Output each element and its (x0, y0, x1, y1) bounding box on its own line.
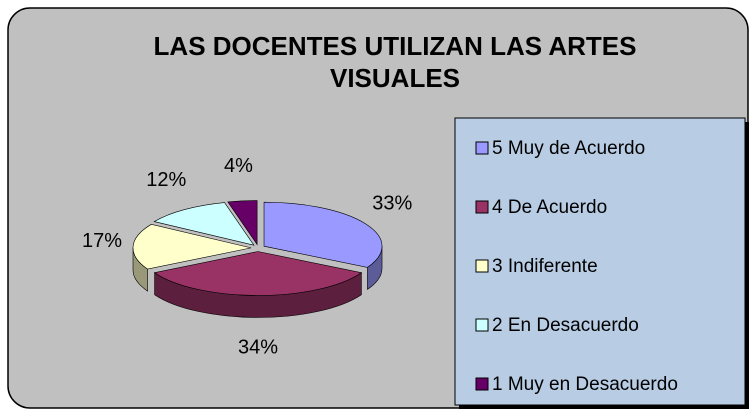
legend-label: 1 Muy en Desacuerdo (492, 374, 678, 395)
pie-slice (227, 200, 258, 246)
legend-label: 3 Indiferente (492, 256, 598, 277)
pie-slice (153, 202, 255, 246)
legend-label: 4 De Acuerdo (492, 197, 607, 218)
legend: 5 Muy de Acuerdo 4 De Acuerdo 3 Indiferent… (475, 138, 678, 395)
legend-label: 2 En Desacuerdo (492, 315, 639, 336)
legend-swatch (475, 200, 489, 214)
pie: 33% 34% 17% 12% 4% (82, 155, 412, 358)
legend-swatch (475, 259, 489, 273)
data-label: 17% (82, 230, 122, 252)
legend-label: 5 Muy de Acuerdo (492, 138, 645, 159)
data-label: 4% (224, 155, 253, 177)
data-label: 34% (238, 336, 278, 358)
legend-swatch (475, 141, 489, 155)
legend-box (454, 117, 746, 406)
legend-swatch (475, 318, 489, 332)
data-label: 33% (372, 193, 412, 215)
legend-swatch (475, 377, 489, 391)
pie-slice (153, 251, 363, 296)
data-label: 12% (146, 169, 186, 191)
pie-slice (132, 223, 252, 270)
pie-slice (263, 201, 383, 268)
chart-title: LAS DOCENTES UTILIZAN LAS ARTES VISUALES (153, 31, 637, 93)
